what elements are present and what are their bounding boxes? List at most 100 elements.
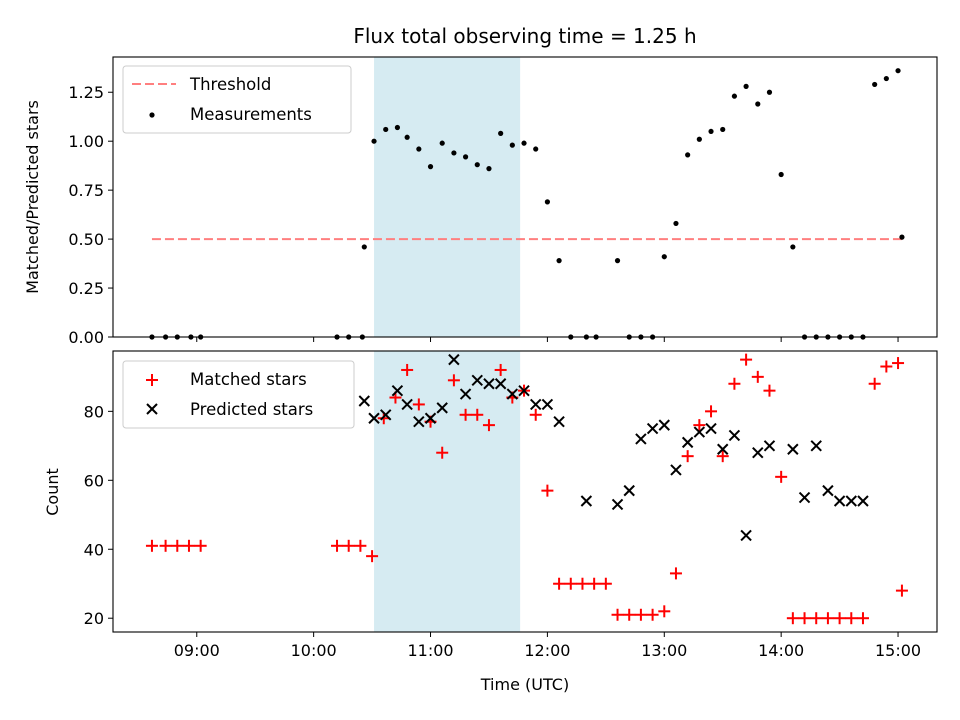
predicted-star-marker — [833, 495, 846, 507]
bottom-y-tick-label: 40 — [84, 540, 104, 559]
legend-matched-label: Matched stars — [190, 370, 307, 389]
predicted-marker-b — [436, 402, 448, 414]
measurement-point — [673, 220, 679, 227]
predicted-star-marker — [358, 395, 370, 407]
predicted-marker-b — [752, 447, 764, 459]
predicted-marker-b — [368, 412, 380, 424]
matched-star-marker — [447, 374, 460, 387]
legend-measurements-label: Measurements — [190, 105, 312, 124]
matched-star-marker — [145, 539, 158, 552]
matched-star-marker — [436, 446, 449, 459]
chart-title: Flux total observing time = 1.25 h — [353, 24, 696, 48]
top-plot-panel: 0.00 0.25 0.50 0.75 1.00 1.25 Matched/Predict… — [23, 56, 938, 347]
predicted-star-marker — [391, 384, 404, 397]
measurement-point — [614, 258, 621, 264]
top-legend-box — [122, 65, 352, 134]
measurement-point — [451, 150, 457, 156]
matched-star-marker — [728, 377, 741, 390]
measurement-point — [404, 134, 410, 140]
predicted-marker-b — [401, 398, 413, 411]
matched-star-marker — [646, 608, 659, 621]
bottom-plot-frame — [112, 350, 938, 633]
top-y-tick-label: 0.00 — [68, 328, 104, 347]
top-y-tick-label: 1.00 — [68, 132, 104, 151]
predicted-star-marker — [518, 384, 530, 397]
matched-star-marker — [159, 539, 172, 552]
predicted-star-marker — [401, 398, 413, 411]
matched-star-marker — [751, 370, 764, 383]
measurement-point — [439, 140, 445, 146]
matched-star-marker — [599, 577, 612, 590]
predicted-star-marker — [368, 412, 380, 424]
predicted-marker-b — [553, 415, 565, 428]
predicted-marker-b — [728, 429, 741, 442]
matched-star-marker — [716, 450, 729, 463]
matched-star-marker — [611, 608, 624, 621]
predicted-marker-b — [833, 495, 846, 507]
matched-star-marker — [856, 612, 869, 625]
measurement-point — [509, 142, 515, 148]
predicted-star-marker — [506, 388, 519, 400]
predicted-marker-b — [693, 426, 706, 438]
measurement-point — [416, 146, 422, 152]
bottom-x-tick-label: 15:00 — [875, 641, 921, 660]
predicted-star-marker — [635, 433, 647, 445]
predicted-star-marker — [763, 440, 776, 452]
measurement-point — [521, 140, 527, 146]
predicted-marker-b — [506, 388, 519, 400]
matched-star-marker — [775, 470, 788, 483]
matched-star-marker — [693, 419, 706, 432]
legend-matched-swatch — [146, 374, 158, 386]
predicted-marker-b — [518, 384, 530, 397]
measurement-point — [708, 128, 714, 135]
predicted-star-markers — [358, 353, 869, 542]
measurement-point — [766, 89, 773, 95]
matched-star-marker — [412, 398, 425, 411]
matched-star-marker — [541, 484, 554, 497]
bottom-plot-panel: 20 40 60 80 09:00 10:00 11:00 12:00 13:00 14:00 1… — [43, 350, 938, 694]
matched-star-marker — [576, 577, 589, 590]
measurement-point — [371, 138, 377, 144]
top-y-tick-label: 0.50 — [68, 230, 104, 249]
top-y-axis-label: Matched/Predicted stars — [23, 100, 42, 294]
predicted-star-marker — [611, 498, 624, 511]
predicted-marker-b — [787, 443, 799, 455]
matched-star-marker — [482, 419, 495, 432]
matched-star-marker — [564, 577, 577, 590]
predicted-marker-b — [424, 412, 437, 424]
predicted-star-marker — [424, 412, 437, 424]
predicted-star-marker — [646, 422, 659, 435]
bottom-x-tick-label: 09:00 — [174, 641, 220, 660]
bottom-x-tick-label: 13:00 — [641, 641, 687, 660]
predicted-star-marker — [822, 484, 834, 497]
predicted-marker-b — [857, 495, 869, 507]
bottom-x-tick-label: 10:00 — [291, 641, 337, 660]
measurement-point — [872, 81, 878, 88]
predicted-marker-b — [494, 378, 507, 390]
top-y-ticks: 0.00 0.25 0.50 0.75 1.00 1.25 — [68, 83, 113, 347]
measurement-point — [755, 101, 761, 107]
matched-star-marker — [634, 608, 647, 621]
matched-star-marker — [810, 612, 823, 625]
predicted-star-marker — [728, 429, 741, 442]
bottom-y-tick-label: 60 — [84, 471, 104, 490]
matched-star-marker — [892, 357, 905, 370]
measurement-point — [895, 68, 901, 74]
predicted-marker-b — [822, 484, 834, 497]
top-plot-frame — [112, 56, 938, 338]
predicted-marker-b — [380, 409, 392, 421]
matched-star-marker — [182, 539, 195, 552]
measurement-point — [394, 124, 401, 131]
measurement-point — [790, 244, 796, 250]
top-highlight-span — [374, 57, 521, 337]
predicted-star-marker — [857, 495, 869, 507]
predicted-marker-b — [580, 495, 593, 507]
bottom-y-tick-label: 20 — [84, 609, 104, 628]
predicted-marker-b — [623, 484, 635, 497]
predicted-marker-b — [541, 398, 554, 411]
matched-star-marker — [681, 450, 694, 463]
measurement-point — [383, 126, 389, 133]
legend-predicted-label: Predicted stars — [190, 400, 313, 419]
matched-star-marker — [588, 577, 601, 590]
predicted-marker-b — [471, 374, 483, 387]
